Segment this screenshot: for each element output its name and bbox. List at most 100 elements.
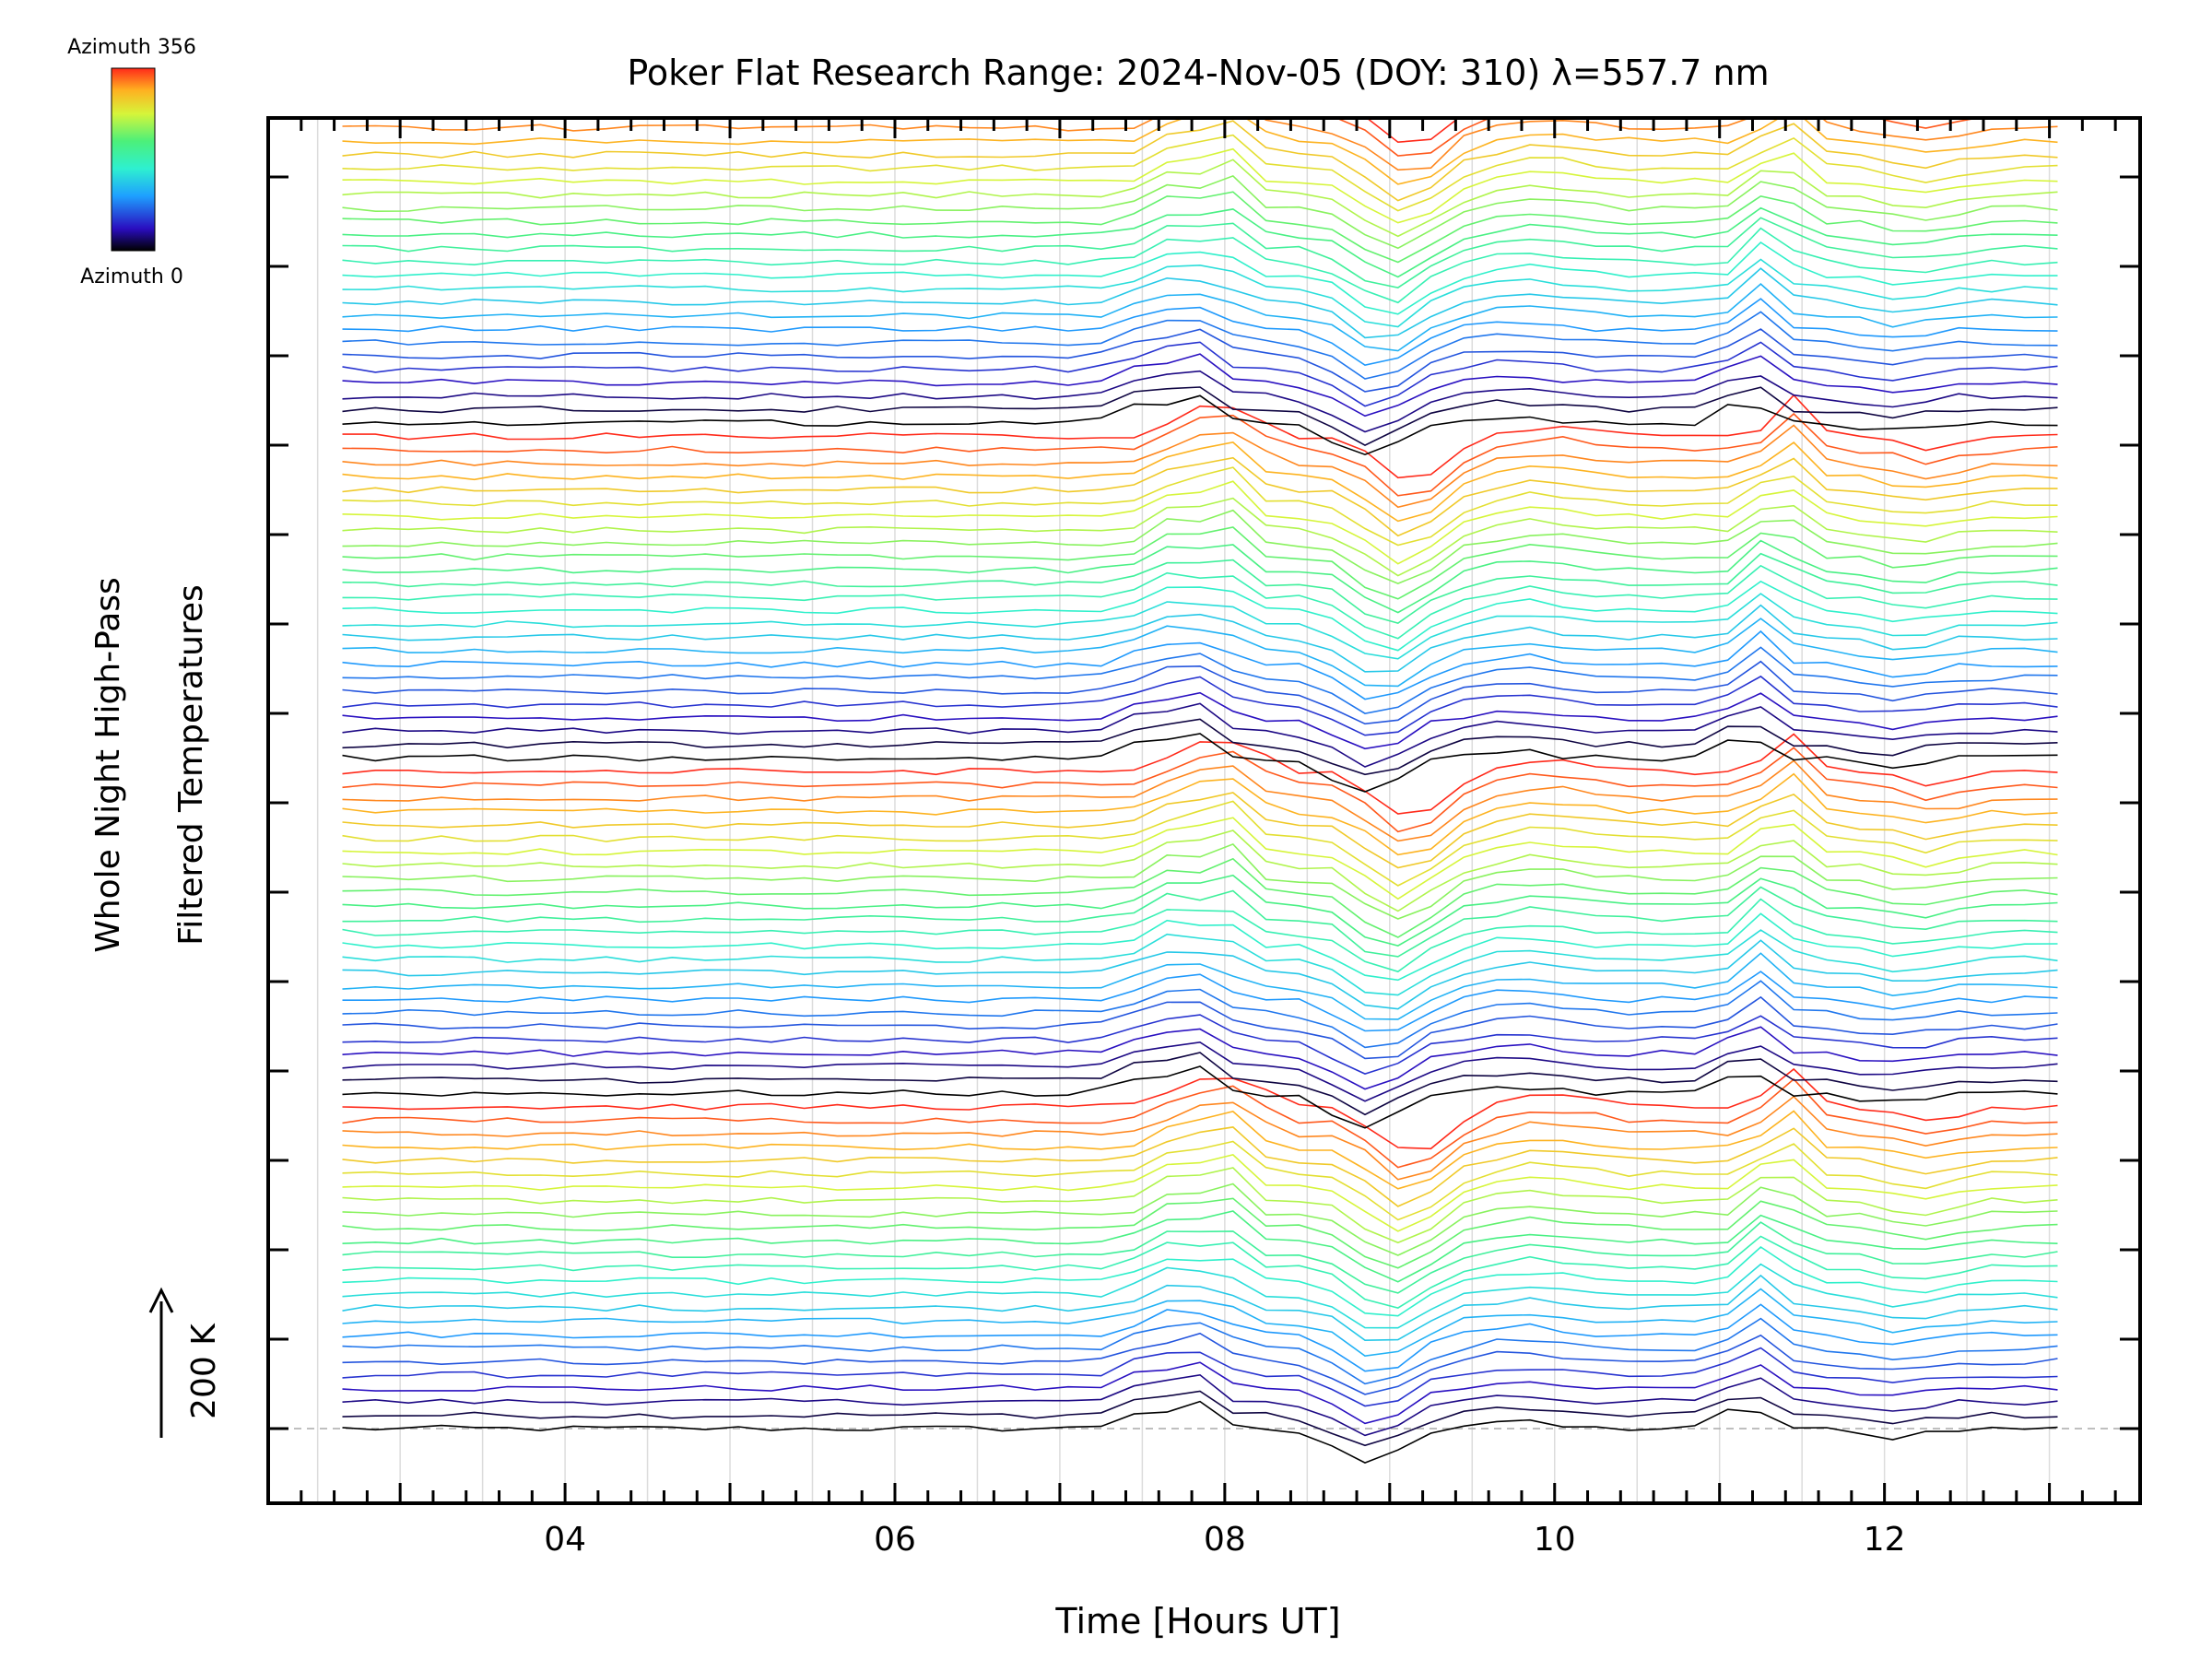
azimuth-trace	[342, 842, 2058, 920]
azimuth-trace	[342, 466, 2058, 547]
azimuth-trace	[342, 341, 2058, 407]
azimuth-trace	[342, 1110, 2058, 1190]
azimuth-trace	[342, 593, 2058, 660]
azimuth-trace	[342, 394, 2058, 479]
azimuth-trace	[342, 311, 2058, 380]
azimuth-trace	[342, 120, 2058, 202]
azimuth-trace	[342, 159, 2058, 238]
azimuth-trace	[342, 759, 2058, 842]
azimuth-trace	[342, 1400, 2058, 1464]
azimuth-trace	[343, 0, 2058, 16]
azimuth-trace	[342, 526, 2058, 600]
azimuth-trace	[342, 267, 2058, 339]
azimuth-trace	[342, 618, 2058, 688]
scale-label: 200 K	[185, 1323, 223, 1419]
azimuth-trace	[342, 206, 2058, 278]
azimuth-trace	[342, 939, 2058, 1010]
azimuth-trace	[342, 386, 2058, 447]
azimuth-trace	[342, 718, 2058, 776]
azimuth-trace	[342, 1041, 2058, 1102]
azimuth-trace	[342, 191, 2058, 264]
azimuth-trace	[342, 580, 2058, 652]
azimuth-trace	[342, 497, 2058, 577]
azimuth-trace	[343, 0, 2058, 29]
azimuth-trace	[342, 912, 2058, 982]
azimuth-trace	[342, 817, 2058, 900]
azimuth-trace	[342, 283, 2058, 352]
azimuth-trace	[342, 298, 2058, 367]
chart-title: Poker Flat Research Range: 2024-Nov-05 (…	[627, 53, 1769, 93]
azimuth-trace	[342, 1288, 2058, 1358]
x-tick-label: 10	[1534, 1521, 1576, 1559]
azimuth-trace	[342, 629, 2058, 700]
trace-lines	[342, 0, 2058, 1464]
azimuth-trace	[342, 1274, 2058, 1342]
azimuth-trace	[342, 1014, 2058, 1075]
azimuth-trace	[342, 412, 2058, 497]
azimuth-trace	[342, 1197, 2058, 1269]
azimuth-trace	[342, 509, 2058, 584]
azimuth-trace	[342, 702, 2058, 768]
azimuth-trace	[342, 830, 2058, 912]
azimuth-trace	[342, 747, 2058, 833]
azimuth-trace	[342, 929, 2058, 996]
azimuth-trace	[342, 792, 2058, 869]
scale-indicator: 200 K	[148, 1287, 223, 1438]
scale-arrow-head	[148, 1287, 174, 1313]
azimuth-trace	[342, 1154, 2058, 1232]
azimuth-trace	[342, 857, 2058, 938]
azimuth-trace	[342, 995, 2058, 1060]
azimuth-trace	[342, 134, 2058, 212]
azimuth-trace	[343, 0, 2058, 4]
azimuth-trace	[342, 1373, 2058, 1437]
azimuth-trace	[342, 441, 2058, 523]
azimuth-trace	[342, 424, 2058, 509]
y-axis-label: Whole Night High-Pass Filtered Temperatu…	[89, 577, 210, 953]
azimuth-trace	[342, 258, 2058, 328]
azimuth-trace	[342, 552, 2058, 624]
azimuth-trace	[342, 800, 2058, 887]
azimuth-trace	[343, 0, 2058, 39]
azimuth-trace	[342, 1052, 2058, 1116]
azimuth-trace	[342, 1077, 2058, 1169]
azimuth-trace	[342, 1140, 2058, 1221]
azimuth-trace	[342, 660, 2058, 725]
azimuth-trace	[342, 394, 2058, 456]
azimuth-trace	[342, 1067, 2058, 1150]
azimuth-trace	[342, 675, 2058, 736]
azimuth-trace	[342, 241, 2058, 315]
colorbar-bottom-label: Azimuth 0	[80, 265, 183, 288]
azimuth-trace	[342, 604, 2058, 673]
plot-frame	[266, 116, 2142, 1505]
y-label-line-1: Whole Night High-Pass	[89, 577, 127, 953]
azimuth-trace	[342, 1210, 2058, 1283]
azimuth-trace	[342, 898, 2058, 973]
azimuth-trace	[342, 353, 2058, 418]
azimuth-trace	[342, 328, 2058, 393]
azimuth-colorbar: Azimuth 356 Azimuth 0	[67, 36, 196, 288]
azimuth-trace	[342, 1126, 2058, 1207]
x-tick-label: 06	[874, 1521, 916, 1559]
azimuth-trace	[342, 1221, 2058, 1294]
azimuth-trace	[342, 1167, 2058, 1244]
x-tick-labels: 04 06 08 10 12	[544, 1521, 1905, 1559]
azimuth-trace	[342, 147, 2058, 224]
azimuth-trace	[342, 980, 2058, 1049]
azimuth-trace	[342, 564, 2058, 640]
colorbar-gradient	[111, 67, 156, 252]
azimuth-trace	[342, 456, 2058, 537]
azimuth-trace	[342, 1303, 2058, 1372]
azimuth-trace	[342, 772, 2058, 856]
azimuth-trace	[342, 971, 2058, 1032]
azimuth-trace	[342, 539, 2058, 614]
azimuth-trace	[342, 217, 2058, 288]
azimuth-trace	[342, 370, 2058, 433]
azimuth-trace	[342, 1182, 2058, 1256]
azimuth-trace	[342, 1065, 2058, 1129]
x-axis-label: Time [Hours UT]	[1054, 1601, 1340, 1641]
x-tick-label: 08	[1204, 1521, 1246, 1559]
azimuth-trace	[342, 1347, 2058, 1407]
azimuth-trace	[342, 1263, 2058, 1329]
azimuth-trace	[343, 0, 2058, 55]
